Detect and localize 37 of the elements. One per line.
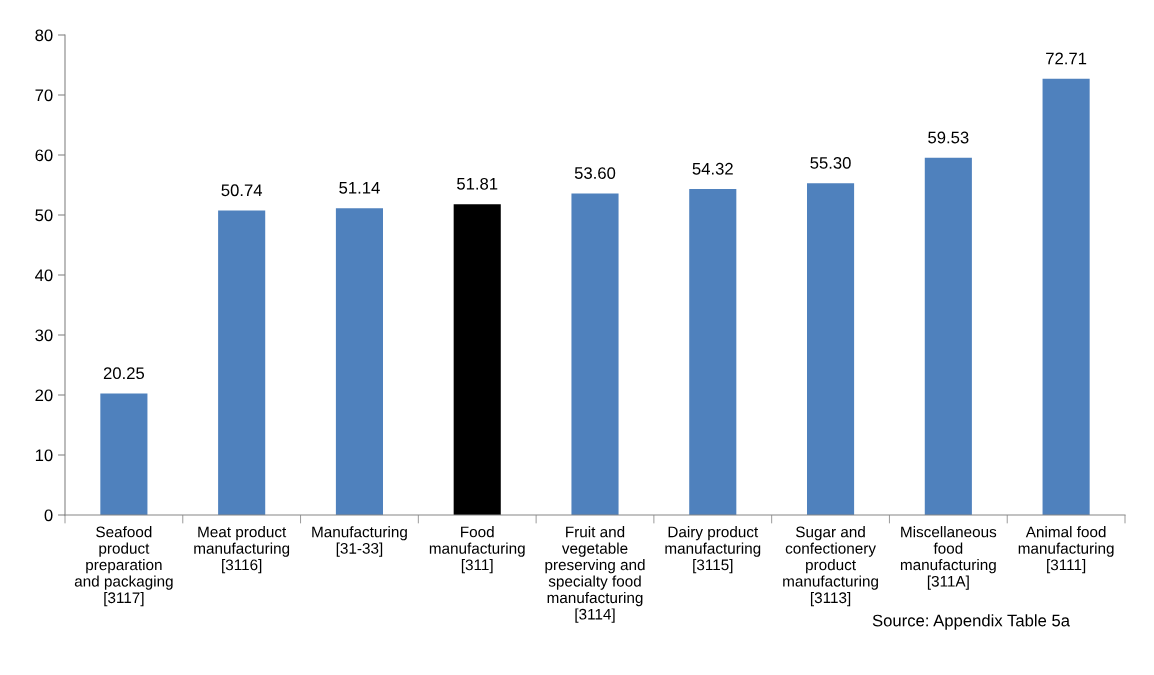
x-tick-label: Dairy product manufacturing [3115] <box>665 526 761 574</box>
x-tick-label: Seafood product preparation and packaging [3117] <box>74 526 173 607</box>
bar <box>335 208 383 515</box>
y-tick-label: 40 <box>35 269 53 282</box>
bar <box>924 157 972 515</box>
data-label: 54.32 <box>692 162 733 175</box>
bar <box>218 210 266 515</box>
x-tick-label: Meat product manufacturing [3116] <box>194 526 290 574</box>
bar <box>807 183 855 515</box>
data-label: 20.25 <box>103 367 145 380</box>
bar <box>1042 78 1090 515</box>
bar <box>100 393 148 515</box>
x-tick-label: Fruit and vegetable preserving and specialty food manufacturing [3114] <box>545 526 645 623</box>
y-tick-label: 50 <box>35 209 53 222</box>
x-tick-label: Miscellaneous food manufacturing [311A] <box>900 526 997 590</box>
bar <box>689 189 737 515</box>
data-label: 55.30 <box>810 156 851 169</box>
y-tick-label: 20 <box>35 389 53 402</box>
data-label: 59.53 <box>928 131 969 144</box>
bar <box>571 193 619 515</box>
y-tick-label: 30 <box>35 329 53 342</box>
data-label: 53.60 <box>574 167 616 179</box>
data-label: 51.14 <box>339 182 380 194</box>
x-tick-label: Animal food manufacturing [3111] <box>1018 526 1114 574</box>
source-note: Source: Appendix Table 5a <box>872 614 1071 630</box>
data-label: 50.74 <box>221 184 263 197</box>
y-tick-label: 0 <box>44 509 53 522</box>
y-tick-label: 60 <box>35 149 53 162</box>
x-tick-label: Food manufacturing [311] <box>429 526 525 574</box>
y-tick-label: 80 <box>35 29 53 42</box>
x-tick-label: Manufacturing [31-33] <box>312 526 407 557</box>
bar <box>453 204 501 515</box>
data-label: 51.81 <box>457 177 498 190</box>
y-tick-label: 10 <box>35 449 53 462</box>
y-tick-label: 70 <box>35 89 53 102</box>
x-tick-label: Sugar and confectionery product manufacturing [3113] <box>783 526 878 607</box>
data-label: 72.71 <box>1046 52 1087 65</box>
